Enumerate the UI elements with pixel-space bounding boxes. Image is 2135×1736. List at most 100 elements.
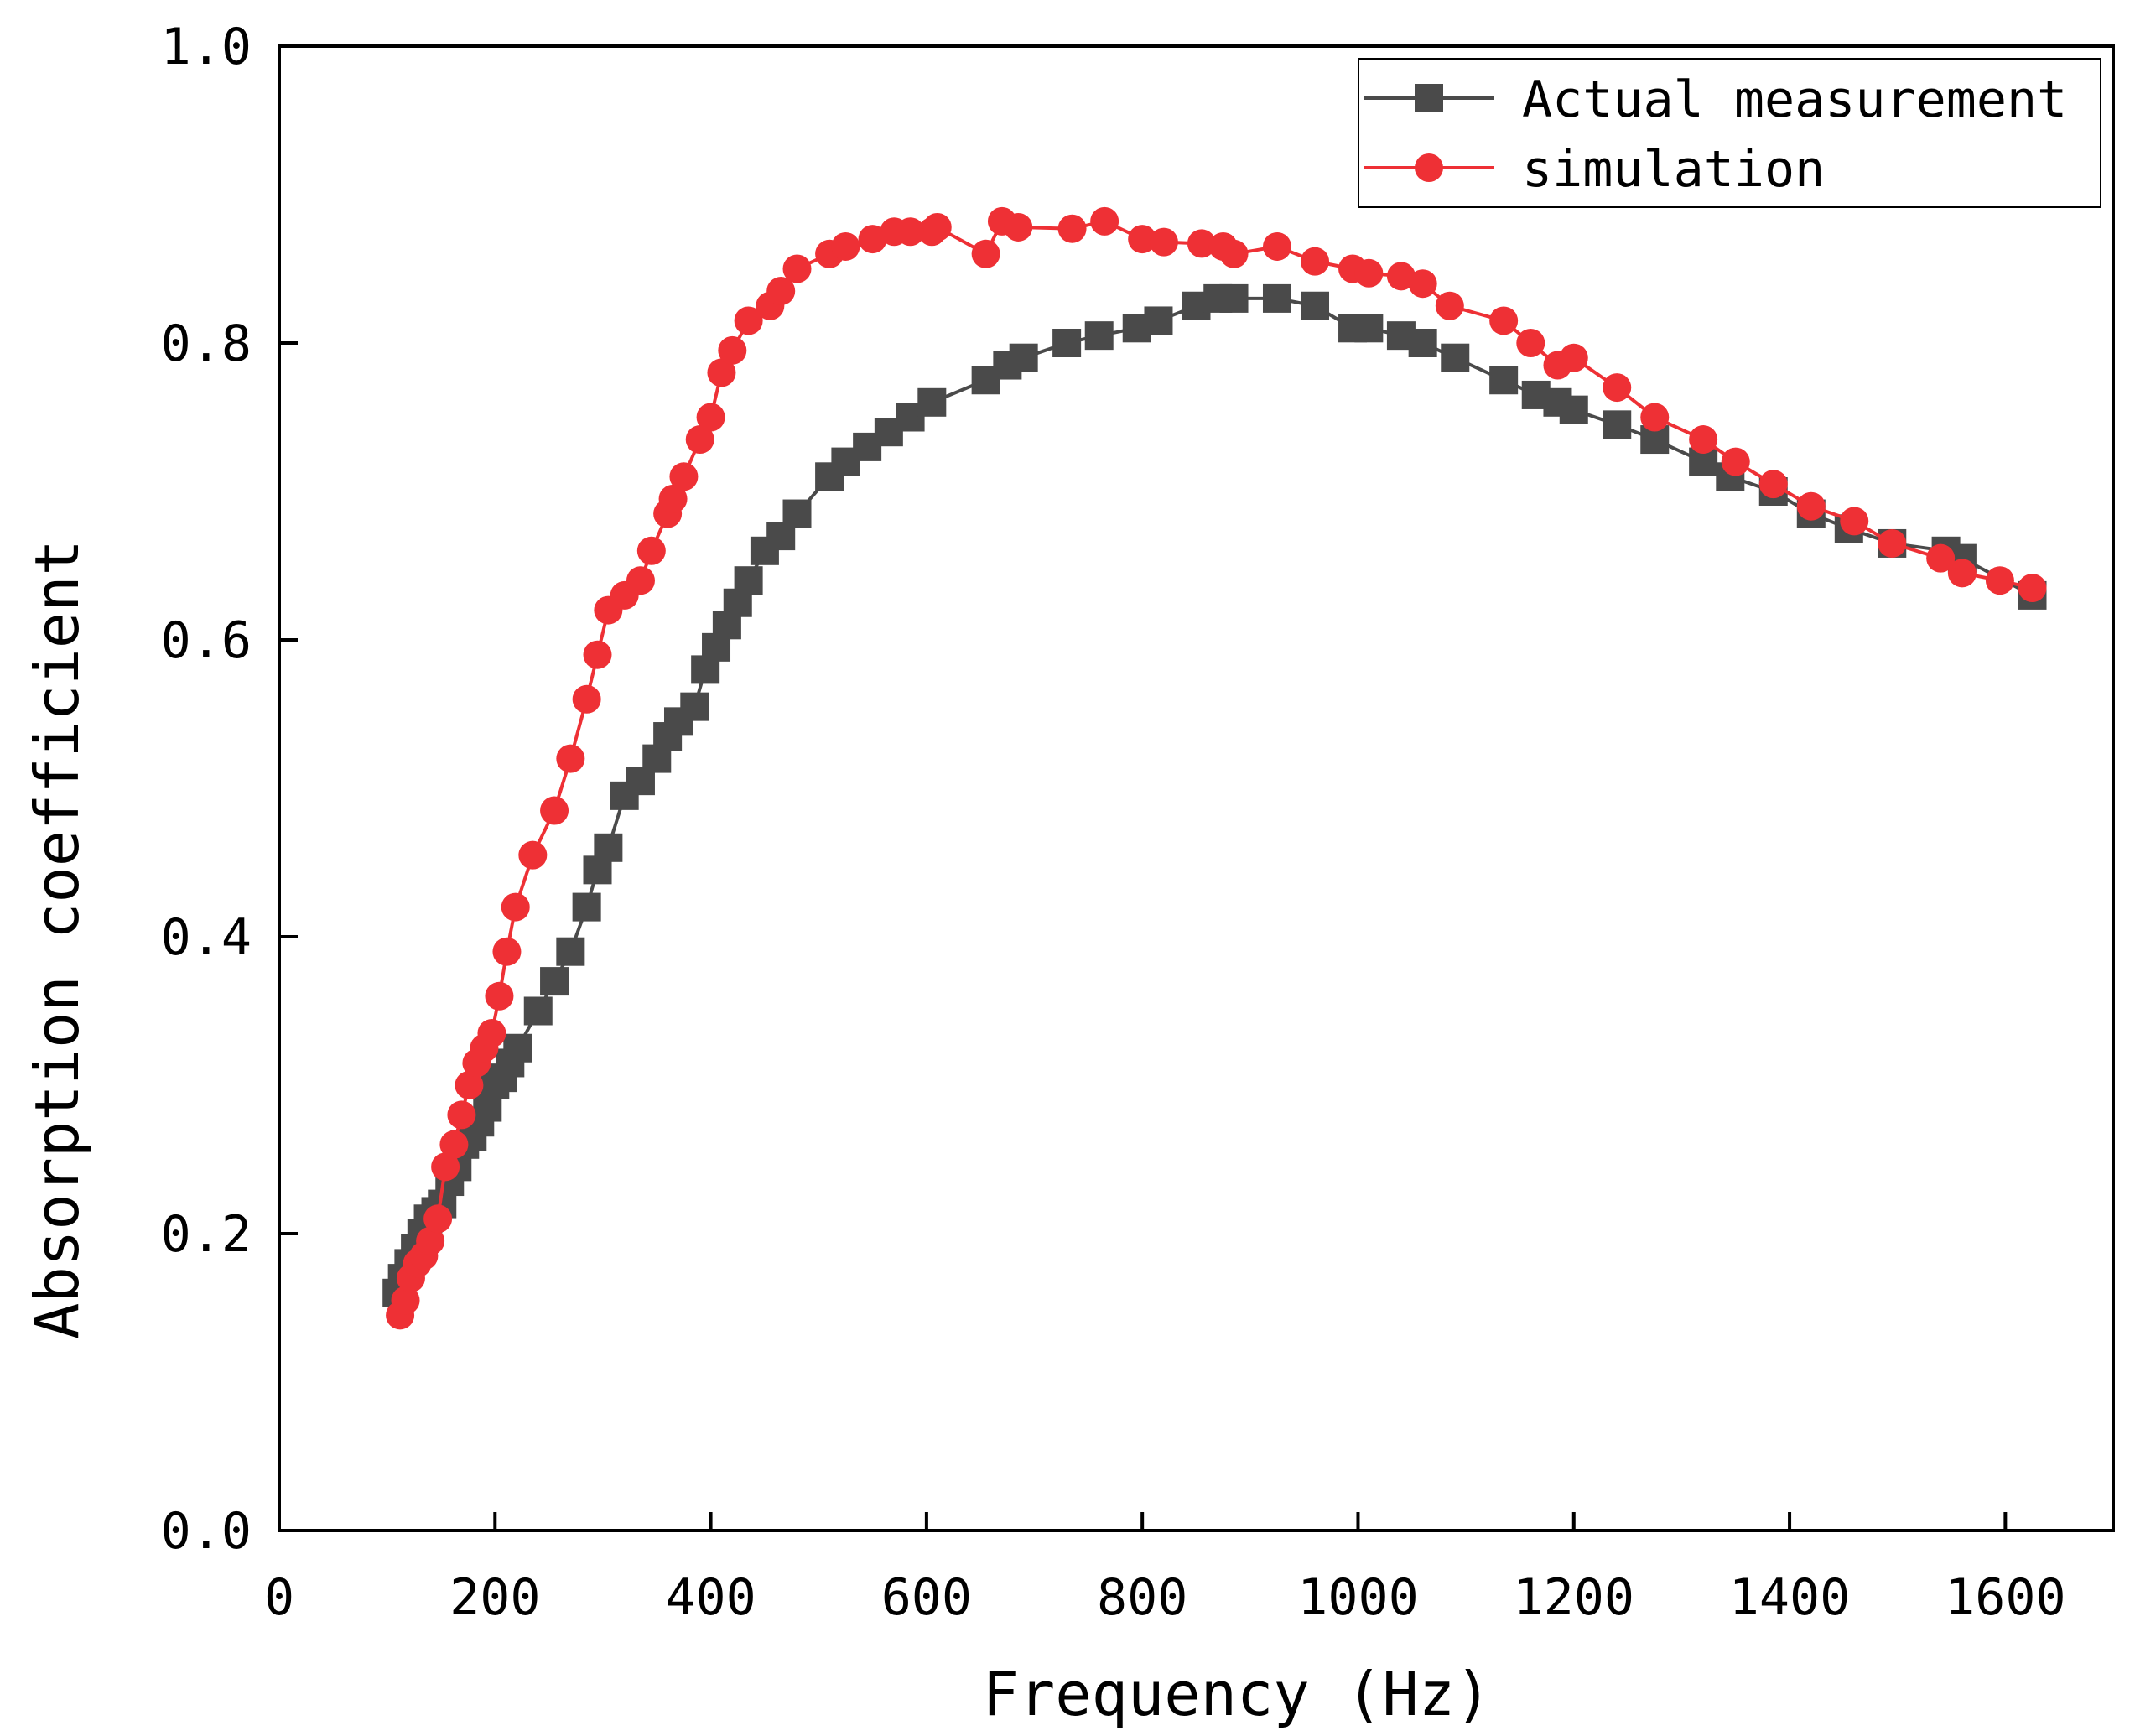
data-point bbox=[1354, 314, 1384, 343]
data-point bbox=[718, 335, 747, 365]
data-point bbox=[503, 1033, 532, 1063]
data-point bbox=[896, 217, 925, 247]
data-point bbox=[1435, 291, 1464, 320]
x-tick-label: 0 bbox=[264, 1568, 294, 1627]
data-point bbox=[540, 967, 569, 996]
y-tick-label: 0.8 bbox=[161, 314, 252, 373]
data-point bbox=[858, 225, 887, 254]
data-point bbox=[1721, 447, 1750, 476]
data-point bbox=[707, 358, 736, 387]
data-point bbox=[556, 744, 585, 773]
data-point bbox=[1354, 258, 1384, 288]
legend-label-simulation: simulation bbox=[1522, 140, 1825, 199]
data-point bbox=[1149, 227, 1178, 257]
data-point bbox=[1004, 212, 1033, 242]
x-tick-label: 1400 bbox=[1729, 1568, 1851, 1627]
data-point bbox=[391, 1286, 420, 1315]
legend-marker-simulation bbox=[1415, 153, 1443, 182]
data-point bbox=[518, 840, 548, 870]
data-point bbox=[1640, 403, 1670, 432]
data-point bbox=[1758, 470, 1788, 499]
data-point bbox=[1128, 225, 1157, 254]
data-point bbox=[572, 892, 601, 922]
data-point bbox=[1878, 528, 1907, 558]
legend-marker-actual bbox=[1415, 84, 1443, 112]
x-tick-label: 200 bbox=[449, 1568, 540, 1627]
data-point bbox=[636, 536, 666, 565]
data-point bbox=[685, 425, 714, 455]
y-tick-label: 0.6 bbox=[161, 611, 252, 670]
data-point bbox=[540, 796, 569, 825]
data-point bbox=[1084, 321, 1114, 351]
x-axis-title: Frequency (Hz) bbox=[983, 1659, 1492, 1729]
data-point bbox=[431, 1152, 460, 1182]
data-point bbox=[1144, 306, 1173, 335]
x-tick-label: 1000 bbox=[1297, 1568, 1419, 1627]
data-point bbox=[1559, 395, 1588, 424]
data-point bbox=[1559, 343, 1588, 372]
y-tick-label: 0.4 bbox=[161, 908, 252, 967]
data-point bbox=[501, 892, 530, 922]
data-point bbox=[556, 937, 585, 966]
data-point bbox=[831, 231, 860, 261]
data-point bbox=[523, 996, 553, 1026]
series-layer bbox=[382, 206, 2047, 1330]
data-point bbox=[734, 566, 763, 595]
data-point bbox=[583, 640, 612, 669]
data-point bbox=[1301, 291, 1330, 320]
data-point bbox=[1057, 214, 1087, 243]
data-point bbox=[1603, 410, 1632, 439]
data-point bbox=[1262, 231, 1291, 261]
data-point bbox=[1219, 239, 1249, 268]
y-axis: 0.0 0.2 0.4 0.6 0.8 1.0 bbox=[161, 18, 298, 1561]
data-point bbox=[477, 1019, 506, 1048]
plot-frame bbox=[278, 44, 2115, 1532]
data-point bbox=[1840, 507, 1869, 536]
series-simulation bbox=[386, 206, 2047, 1330]
data-point bbox=[572, 684, 601, 714]
legend-box bbox=[1358, 58, 2101, 208]
data-point bbox=[1489, 306, 1519, 335]
y-tick-label: 1.0 bbox=[161, 18, 252, 76]
data-point bbox=[1926, 543, 1956, 573]
y-tick-label: 0.2 bbox=[161, 1205, 252, 1264]
data-point bbox=[1301, 247, 1330, 276]
data-point bbox=[455, 1071, 484, 1099]
data-point bbox=[1386, 262, 1416, 291]
data-point bbox=[1408, 329, 1437, 357]
data-point bbox=[917, 387, 947, 417]
x-tick-label: 800 bbox=[1097, 1568, 1187, 1627]
y-axis-title: Absorption coefficient bbox=[22, 539, 92, 1339]
data-point bbox=[492, 937, 522, 966]
data-point bbox=[1441, 343, 1470, 372]
legend-label-actual: Actual measurement bbox=[1522, 70, 2067, 129]
data-point bbox=[971, 239, 1000, 268]
data-point bbox=[1187, 229, 1216, 258]
series-actual-measurement bbox=[382, 283, 2047, 1307]
data-point bbox=[1516, 329, 1545, 357]
data-point bbox=[1219, 283, 1249, 313]
data-point bbox=[922, 212, 952, 242]
data-point bbox=[1009, 343, 1038, 372]
data-point bbox=[447, 1100, 476, 1130]
data-point bbox=[1408, 269, 1437, 299]
data-point bbox=[1262, 283, 1291, 313]
legend: Actual measurement simulation bbox=[1358, 58, 2101, 208]
y-tick-label: 0.0 bbox=[161, 1502, 252, 1561]
data-point bbox=[1489, 366, 1519, 395]
data-point bbox=[669, 462, 699, 491]
data-point bbox=[1947, 559, 1977, 588]
data-point bbox=[1603, 373, 1632, 403]
x-tick-label: 1600 bbox=[1945, 1568, 2066, 1627]
data-point bbox=[734, 306, 763, 335]
data-point bbox=[423, 1204, 453, 1234]
data-point bbox=[439, 1130, 469, 1159]
data-point bbox=[1985, 566, 2014, 595]
data-point bbox=[680, 692, 709, 721]
data-point bbox=[766, 277, 796, 306]
data-point bbox=[782, 254, 812, 283]
data-point bbox=[1796, 491, 1826, 521]
x-axis: 0 200 400 600 800 1000 1200 1400 1600 bbox=[264, 1512, 2066, 1627]
data-point bbox=[626, 566, 655, 595]
